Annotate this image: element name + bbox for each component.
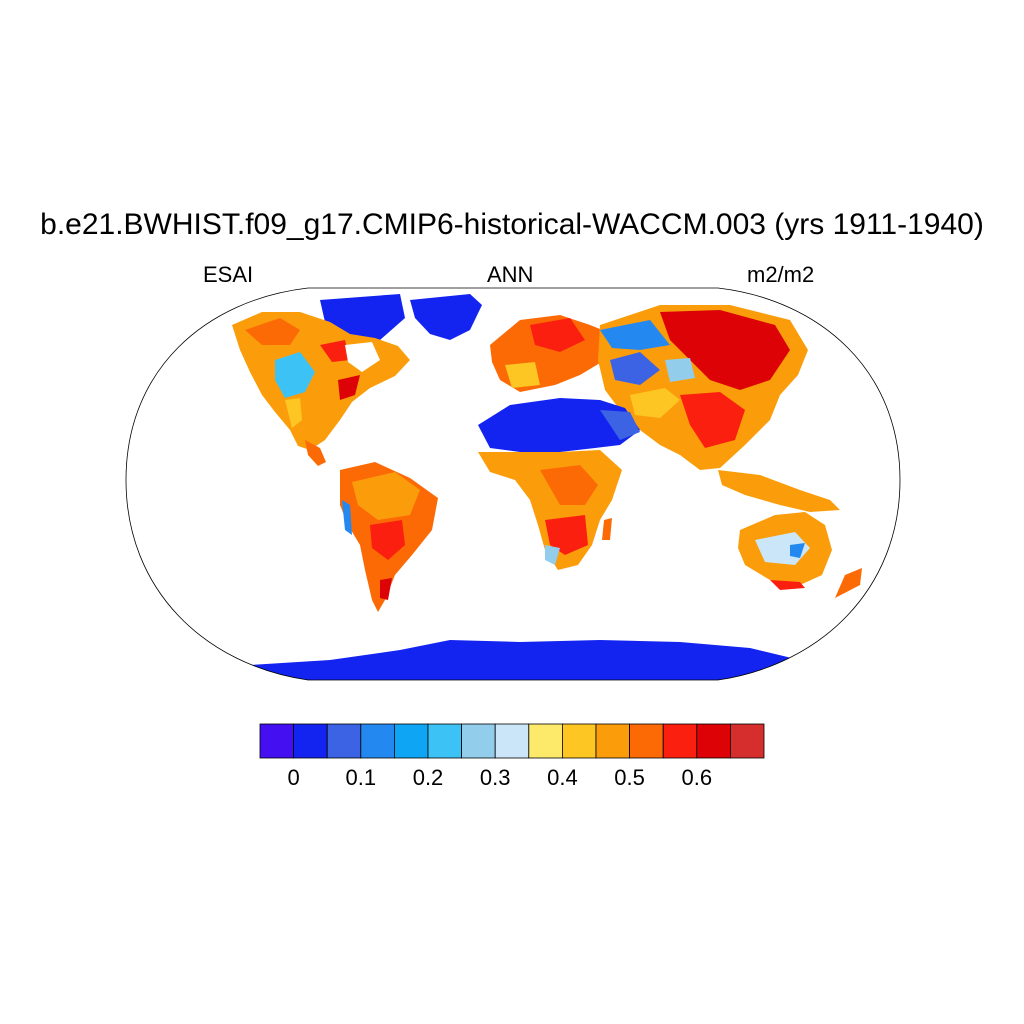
season-label: ANN (487, 262, 534, 287)
colorbar-tick-label: 0.1 (346, 765, 377, 790)
new-zealand (835, 568, 862, 598)
map-land (220, 294, 862, 680)
madagascar (602, 518, 612, 540)
colorbar-swatch (393, 723, 429, 759)
colorbar-swatch (259, 723, 294, 759)
variable-label: ESAI (203, 262, 254, 287)
colorbar-swatch (662, 723, 698, 759)
colorbar-swatch (293, 723, 328, 759)
colorbar-swatch (326, 723, 362, 759)
canadian-arctic-region (320, 294, 405, 340)
colorbar-tick-label: 0.5 (614, 765, 645, 790)
colorbar-swatch (562, 723, 597, 759)
colorbar-swatch (528, 723, 563, 759)
maritime-continent-region (718, 470, 840, 512)
colorbar-tick-label: 0.4 (547, 765, 578, 790)
colorbar-swatch (595, 723, 630, 759)
plot-title: b.e21.BWHIST.f09_g17.CMIP6-historical-WA… (40, 208, 984, 241)
colorbar-swatch (730, 723, 765, 759)
colorbar (259, 723, 765, 759)
colorbar-swatch (696, 723, 731, 759)
colorbar-ticks: 0 0.1 0.2 0.3 0.4 0.5 0.6 (287, 765, 712, 790)
colorbar-tick-label: 0.2 (413, 765, 444, 790)
colorbar-swatch (461, 723, 496, 759)
antarctica-region (220, 640, 820, 680)
colorbar-swatch (360, 723, 395, 759)
greenland-region (410, 294, 482, 340)
colorbar-tick-label: 0 (287, 765, 299, 790)
colorbar-tick-label: 0.3 (480, 765, 511, 790)
sahara-arabia-region (478, 398, 640, 452)
colorbar-swatch (427, 723, 462, 759)
colorbar-swatch (629, 723, 664, 759)
colorbar-swatch (494, 723, 530, 759)
map-outline (125, 287, 901, 681)
hudson-bay (345, 342, 380, 372)
units-label: m2/m2 (747, 262, 815, 287)
colorbar-tick-label: 0.6 (682, 765, 713, 790)
